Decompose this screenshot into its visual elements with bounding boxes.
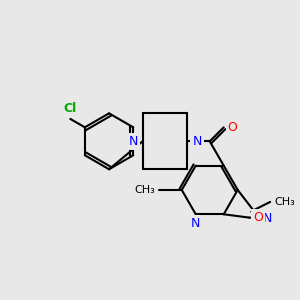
- Text: N: N: [191, 217, 200, 230]
- Text: O: O: [253, 211, 263, 224]
- Text: O: O: [228, 121, 238, 134]
- Text: N: N: [129, 135, 139, 148]
- Text: CH₃: CH₃: [135, 185, 155, 195]
- Text: N: N: [192, 135, 202, 148]
- Text: Cl: Cl: [64, 102, 77, 115]
- Text: N: N: [262, 212, 272, 225]
- Text: CH₃: CH₃: [274, 197, 295, 207]
